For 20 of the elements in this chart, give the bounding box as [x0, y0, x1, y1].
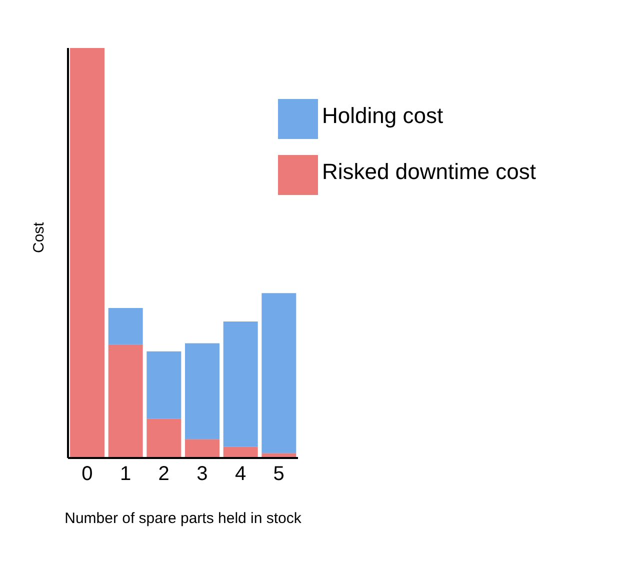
- y-axis-title: Cost: [30, 221, 48, 253]
- bar: [146, 418, 182, 458]
- x-tick-label: 4: [234, 463, 246, 486]
- legend-label: Risked downtime cost: [322, 159, 536, 184]
- bar: [262, 293, 296, 454]
- bar: [185, 343, 220, 440]
- bar: [223, 446, 258, 458]
- x-tick-label: 5: [273, 463, 284, 486]
- bar: [70, 48, 104, 458]
- bar: [185, 439, 220, 458]
- x-axis-title: Number of spare parts held in stock: [64, 510, 302, 527]
- x-tick-label: 3: [196, 463, 208, 486]
- bar: [146, 351, 182, 419]
- legend-label: Holding cost: [322, 103, 444, 128]
- bar: [223, 321, 258, 447]
- x-tick-label: 2: [158, 463, 170, 486]
- x-tick-label: 1: [120, 463, 132, 486]
- bar: [108, 344, 143, 458]
- bar: [108, 308, 143, 344]
- x-tick-label: 0: [82, 463, 93, 486]
